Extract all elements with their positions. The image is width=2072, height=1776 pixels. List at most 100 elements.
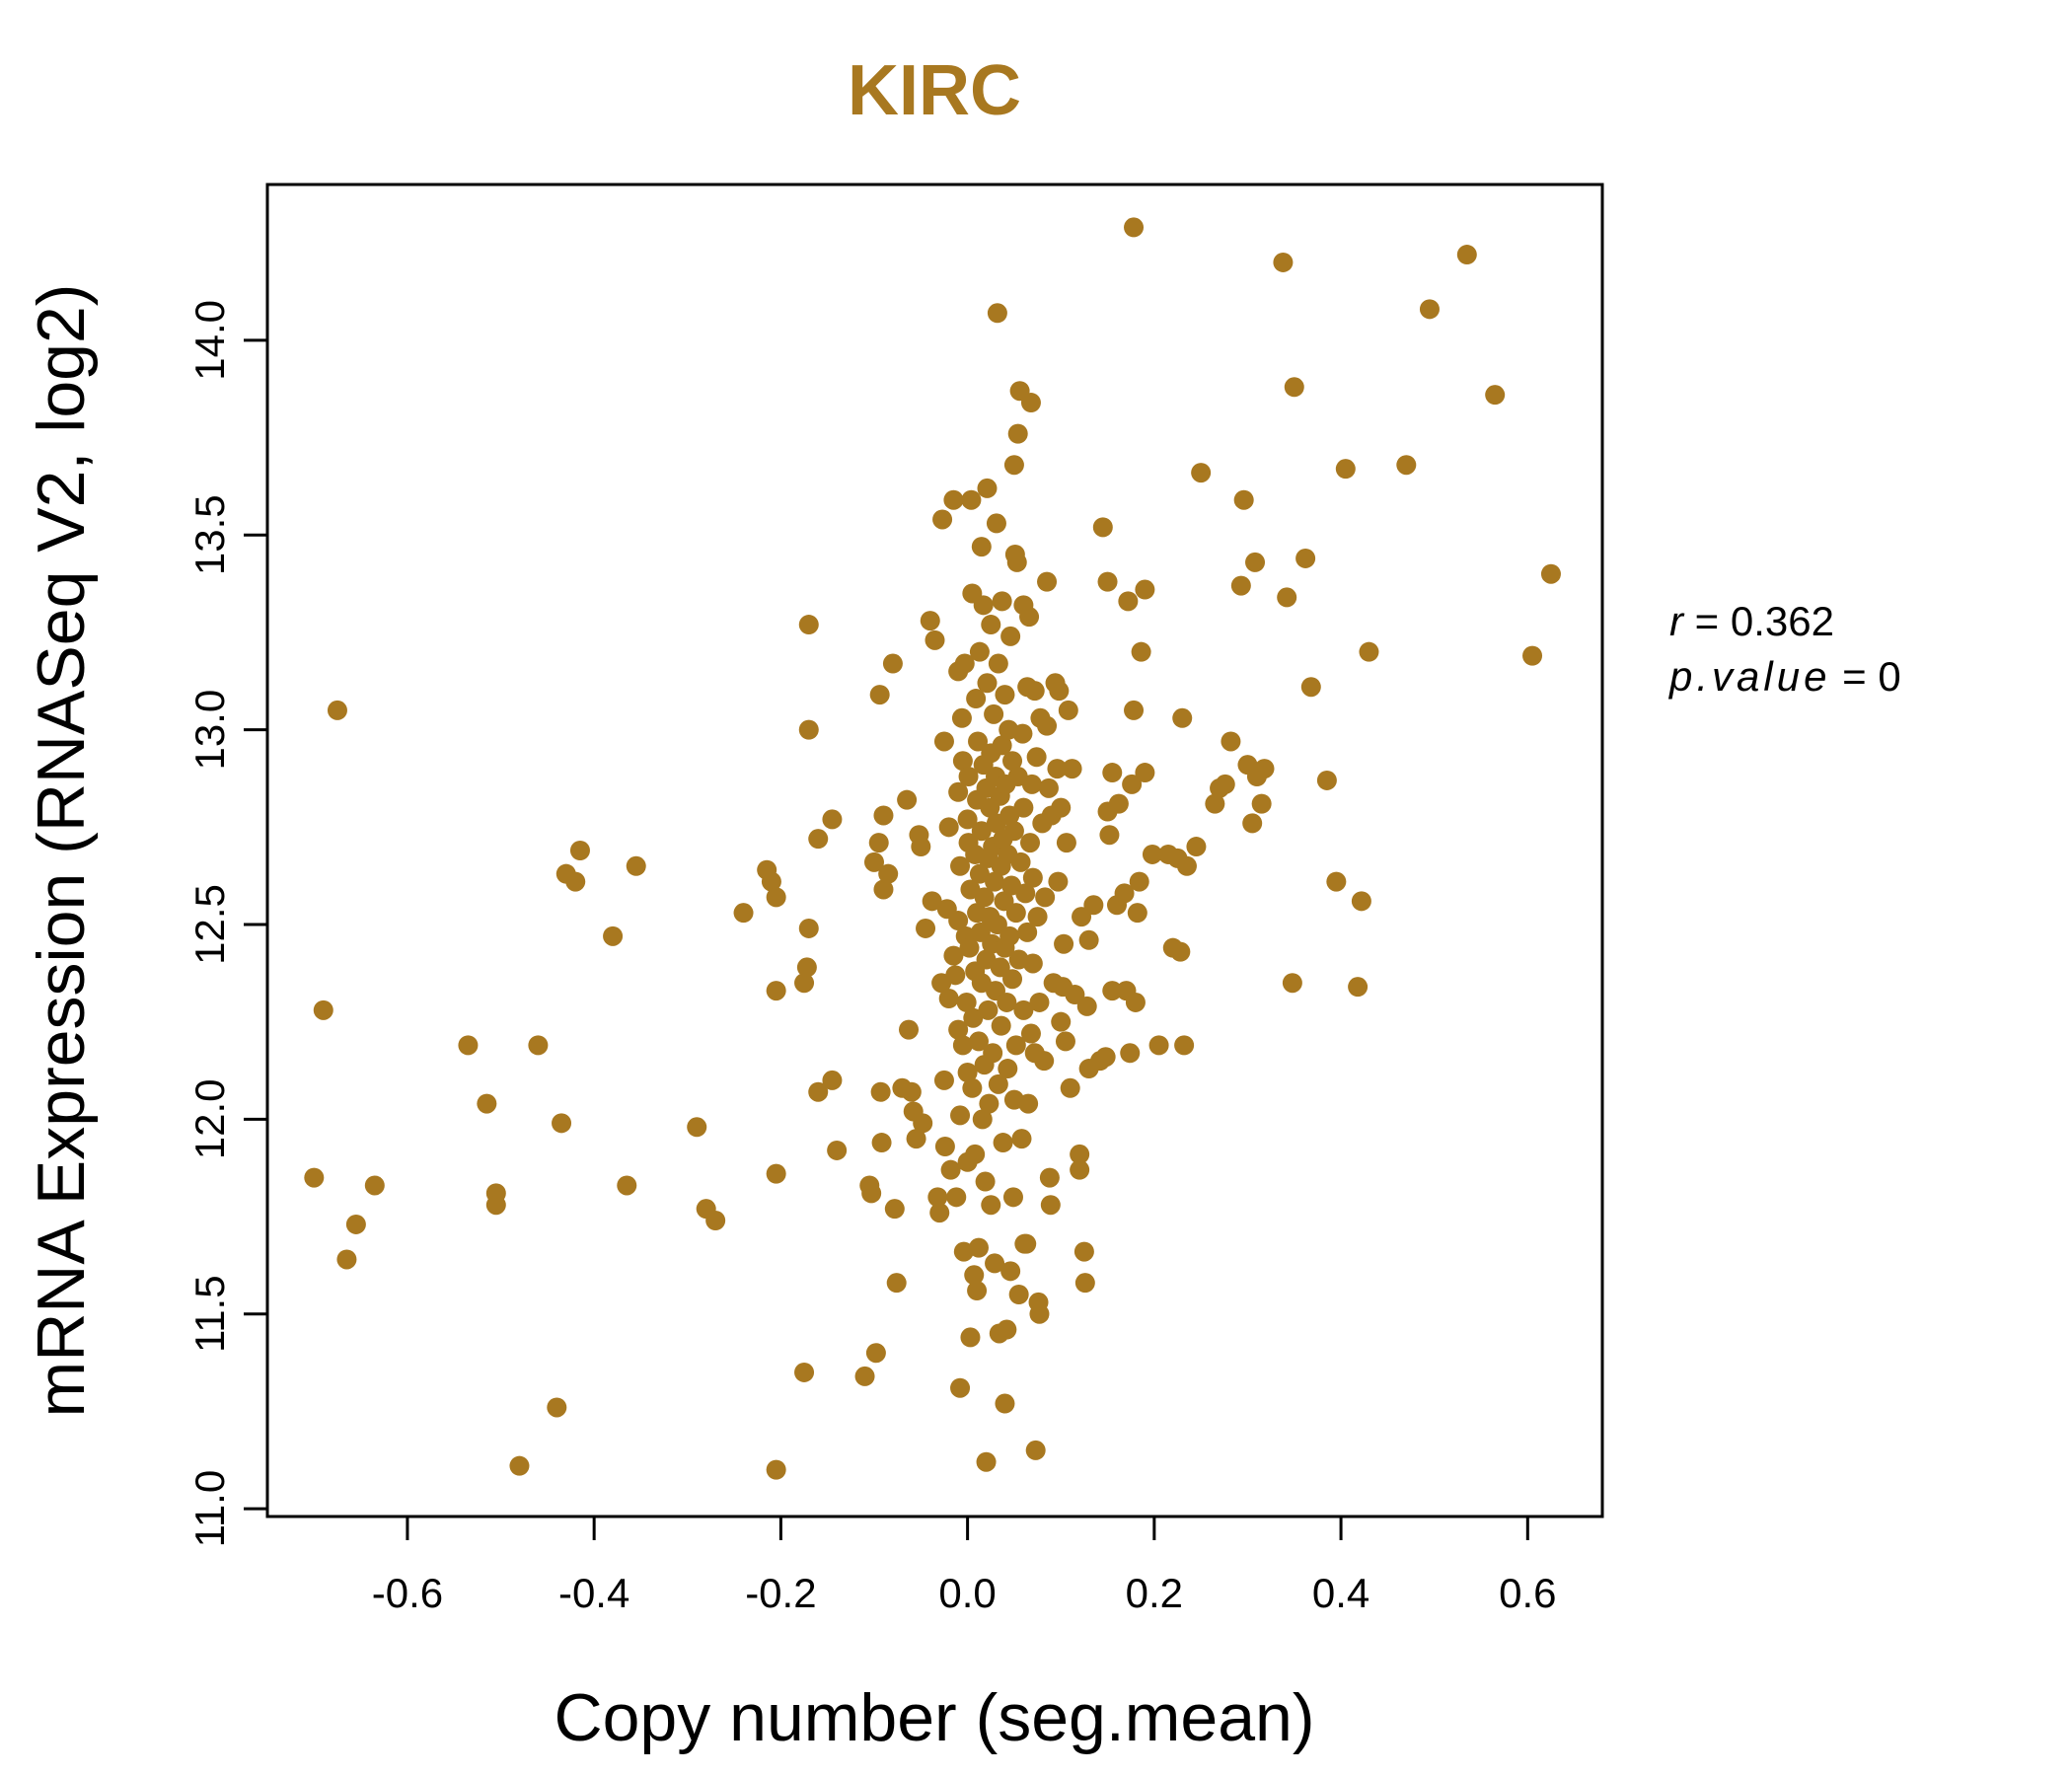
data-point [1040,1195,1061,1216]
data-point [973,595,994,616]
r-equals: = [1683,598,1731,644]
data-point [932,509,953,530]
data-point [933,731,954,752]
data-point [766,887,786,908]
data-point [808,1081,829,1102]
data-point [1025,1440,1046,1460]
data-point [899,1019,920,1040]
data-point [313,999,333,1020]
x-tick-label: -0.6 [372,1570,443,1616]
data-point [798,918,819,938]
data-point [1051,1011,1072,1032]
data-point [995,1393,1015,1414]
data-point [873,879,894,900]
y-axis: 11.0 11.5 12.0 12.5 13.0 13.5 14.0 [186,300,269,1547]
data-point [1070,1144,1090,1164]
data-point [1456,245,1477,265]
data-point [1316,770,1337,790]
y-tick-label: 14.0 [186,300,233,381]
data-point [1076,996,1097,1016]
data-point [1005,903,1026,924]
x-tick-label: 0.4 [1312,1570,1369,1616]
data-point [1120,1043,1141,1064]
data-point [1295,548,1316,568]
data-point [1015,883,1036,904]
data-point [1005,1035,1026,1056]
x-axis-label: Copy number (seg.mean) [554,1680,1314,1755]
data-point [822,1070,843,1090]
data-point [1037,715,1058,736]
data-point [1124,700,1145,720]
pvalue-value: 0 [1878,653,1900,700]
data-point [854,1366,875,1386]
data-point [603,925,624,946]
data-point [1282,973,1302,994]
data-point [705,1211,726,1230]
data-point [1122,774,1143,794]
data-point [327,700,347,720]
data-point [950,855,971,876]
data-point [617,1175,637,1196]
data-point [873,805,894,826]
data-point [906,1129,926,1149]
data-point [1129,871,1149,892]
data-point [950,1377,971,1398]
data-point [1125,992,1146,1012]
data-point [927,1187,948,1208]
data-point [822,809,843,830]
data-point [920,611,940,631]
data-point [992,591,1012,612]
data-point [990,957,1010,978]
data-point [1034,1051,1055,1072]
data-point [1095,1047,1116,1068]
data-point [1083,895,1104,916]
data-point [1092,517,1113,538]
x-tick-label: 0.2 [1126,1570,1183,1616]
data-point [1124,217,1145,238]
data-point [943,489,964,510]
data-point [974,887,995,908]
data-point [1020,833,1041,853]
data-point [971,537,992,557]
data-point [984,703,1004,724]
data-point [981,1195,1001,1216]
data-point [1300,677,1321,698]
y-tick-label: 13.5 [186,494,233,575]
data-point [1020,1023,1041,1044]
data-point [987,915,1007,934]
data-point [1022,867,1043,888]
data-point [954,653,975,674]
data-point [1008,1285,1029,1304]
data-point [1273,252,1294,272]
data-point [940,1159,961,1180]
data-point [988,653,1008,674]
data-point [766,1163,786,1184]
data-point [922,891,942,912]
data-point [986,513,1006,534]
data-point [1029,992,1050,1012]
data-point [916,918,936,938]
r-label: r [1669,598,1685,644]
data-point [948,781,969,802]
data-point [969,641,990,662]
data-point [868,833,889,853]
data-point [897,789,918,810]
chart-title: KIRC [848,51,1021,130]
data-point [336,1249,357,1270]
r-value: 0.362 [1731,598,1834,644]
data-point [1102,763,1123,783]
data-point [975,1171,996,1192]
data-point [901,1081,922,1102]
data-point [1039,1167,1060,1188]
plot-frame [265,183,1604,1518]
data-point [976,1451,997,1472]
data-point [1051,797,1072,818]
data-point [983,1043,1003,1064]
data-point [565,871,586,892]
x-tick-label: 0.6 [1499,1570,1556,1616]
data-point [961,489,982,510]
data-point [1047,759,1068,779]
data-point [1205,793,1225,814]
data-point [1335,459,1356,480]
